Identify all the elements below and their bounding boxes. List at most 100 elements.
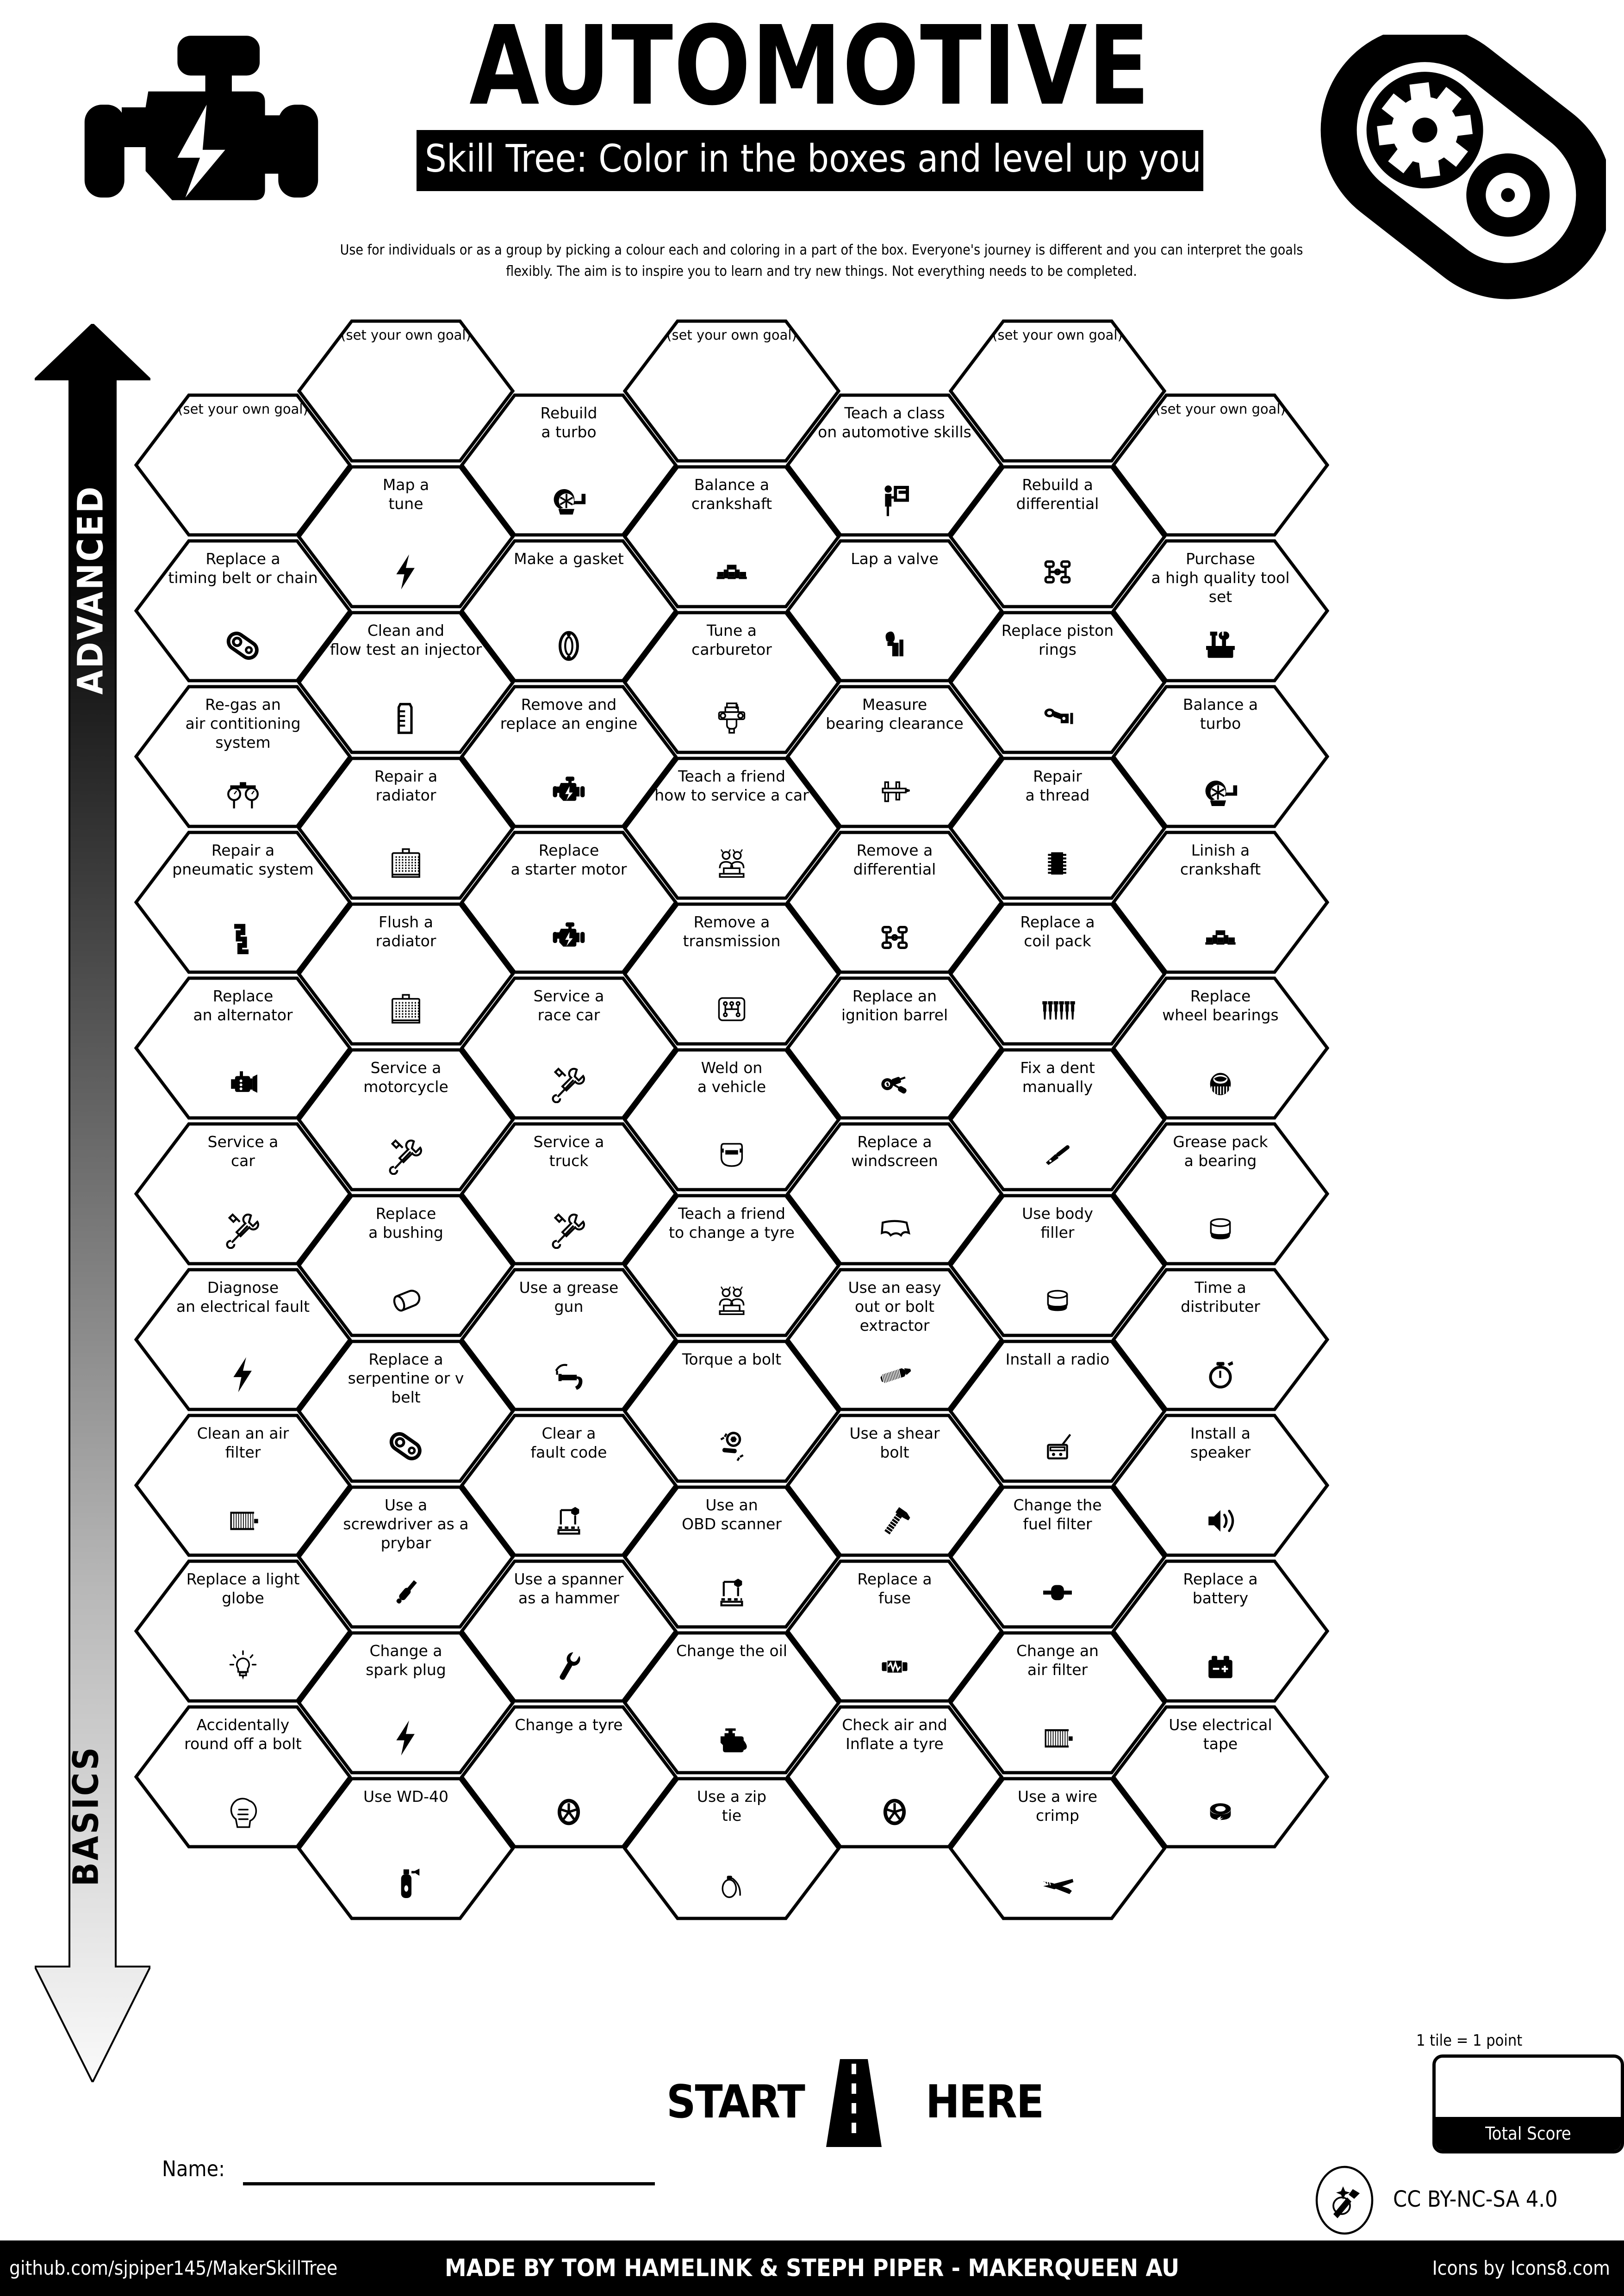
skill-tile[interactable]: Re-gas an air contitioning system bbox=[134, 685, 352, 828]
skill-tile[interactable]: Rebuild a differential bbox=[949, 465, 1166, 608]
caliper-icon bbox=[786, 771, 1003, 812]
skill-tile[interactable]: Measure bearing clearance bbox=[786, 685, 1003, 828]
skill-tile[interactable]: Grease pack a bearing bbox=[1112, 1122, 1329, 1266]
skill-tile[interactable]: Service a truck bbox=[460, 1122, 678, 1266]
skill-tile[interactable]: Lap a valve bbox=[786, 539, 1003, 683]
skill-tile[interactable]: Diagnose an electrical fault bbox=[134, 1268, 352, 1411]
skill-tile[interactable]: Teach a class on automotive skills bbox=[786, 393, 1003, 537]
skill-tile[interactable]: (set your own goal) bbox=[1112, 393, 1329, 537]
skill-tile[interactable]: Use a spanner as a hammer bbox=[460, 1559, 678, 1703]
skill-tile[interactable]: Use a screwdriver as a prybar bbox=[297, 1485, 515, 1629]
skill-tile[interactable]: Remove a differential bbox=[786, 831, 1003, 974]
skill-tile[interactable]: Map a tune bbox=[297, 465, 515, 608]
skill-tile[interactable]: Use an easy out or bolt extractor bbox=[786, 1268, 1003, 1411]
skill-tile[interactable]: Clear a fault code bbox=[460, 1414, 678, 1557]
skill-tile-label: Replace an alternator bbox=[193, 987, 293, 1024]
skill-tile[interactable]: Teach a friend to change a tyre bbox=[623, 1194, 840, 1337]
skill-tile[interactable]: Service a race car bbox=[460, 976, 678, 1120]
skill-tile[interactable]: Tune a carburetor bbox=[623, 611, 840, 754]
skill-tile[interactable]: Change an air filter bbox=[949, 1631, 1166, 1775]
skill-tile[interactable]: Change a tyre bbox=[460, 1705, 678, 1849]
skill-tile-label: Balance a crankshaft bbox=[691, 476, 772, 513]
skill-tile[interactable]: (set your own goal) bbox=[623, 319, 840, 463]
skill-tile[interactable]: Use a shear bolt bbox=[786, 1414, 1003, 1557]
wheel-icon bbox=[460, 1791, 678, 1832]
skill-tile[interactable]: Replace a fuse bbox=[786, 1559, 1003, 1703]
skill-tile[interactable]: Clean an air filter bbox=[134, 1414, 352, 1557]
skill-tile-label: (set your own goal) bbox=[1155, 401, 1286, 417]
skill-tile[interactable]: Check air and Inflate a tyre bbox=[786, 1705, 1003, 1849]
cc-tools-badge-icon bbox=[1310, 2166, 1379, 2235]
skill-tile[interactable]: Flush a radiator bbox=[297, 902, 515, 1046]
grease-gun-icon bbox=[460, 1354, 678, 1395]
skill-tile[interactable]: Change a spark plug bbox=[297, 1631, 515, 1775]
skill-tile[interactable]: Replace piston rings bbox=[949, 611, 1166, 754]
title-block: AUTOMOTIVE Skill Tree: Color in the boxe… bbox=[417, 9, 1203, 191]
name-field[interactable]: Name: bbox=[162, 2156, 671, 2189]
total-score-box[interactable]: Total Score bbox=[1432, 2054, 1624, 2153]
skill-tile[interactable]: Use a wire crimp bbox=[949, 1777, 1166, 1920]
skill-tile[interactable]: Use a zip tie bbox=[623, 1777, 840, 1920]
skill-tile[interactable]: Replace a coil pack bbox=[949, 902, 1166, 1046]
skill-tile[interactable]: Replace a windscreen bbox=[786, 1122, 1003, 1266]
filler-tub-icon bbox=[949, 1280, 1166, 1321]
skill-tile[interactable]: Make a gasket bbox=[460, 539, 678, 683]
name-input-line[interactable] bbox=[243, 2182, 655, 2185]
skill-tile[interactable]: Use WD-40 bbox=[297, 1777, 515, 1920]
skill-tile[interactable]: Use electrical tape bbox=[1112, 1705, 1329, 1849]
skill-tile[interactable]: Install a radio bbox=[949, 1340, 1166, 1483]
skill-tile[interactable]: Torque a bolt bbox=[623, 1340, 840, 1483]
skill-tile[interactable]: Replace a starter motor bbox=[460, 831, 678, 974]
skill-tile-label: (set your own goal) bbox=[666, 327, 797, 343]
skill-tile[interactable]: Replace a battery bbox=[1112, 1559, 1329, 1703]
skill-tile[interactable]: Weld on a vehicle bbox=[623, 1048, 840, 1191]
skill-tile[interactable]: Clean and flow test an injector bbox=[297, 611, 515, 754]
skill-tile[interactable]: Rebuild a turbo bbox=[460, 393, 678, 537]
skill-tile[interactable]: (set your own goal) bbox=[949, 319, 1166, 463]
skill-tile-label: Replace a fuse bbox=[857, 1570, 932, 1607]
skill-tile-label: Fix a dent manually bbox=[1020, 1059, 1095, 1096]
skill-tile[interactable]: Purchase a high quality tool set bbox=[1112, 539, 1329, 683]
start-label: START bbox=[666, 2076, 805, 2128]
skill-tile[interactable]: Replace an alternator bbox=[134, 976, 352, 1120]
skill-tile[interactable]: Service a motorcycle bbox=[297, 1048, 515, 1191]
obd-scanner-icon bbox=[623, 1571, 840, 1612]
skill-tile[interactable]: Remove and replace an engine bbox=[460, 685, 678, 828]
timing-belt-icon bbox=[297, 1426, 515, 1466]
skill-tile[interactable]: Balance a turbo bbox=[1112, 685, 1329, 828]
start-here-marker: START HERE bbox=[666, 2059, 1044, 2147]
skill-tile[interactable]: (set your own goal) bbox=[297, 319, 515, 463]
skill-tile[interactable]: Replace a serpentine or v belt bbox=[297, 1340, 515, 1483]
skill-tile[interactable]: Use a grease gun bbox=[460, 1268, 678, 1411]
skill-tile[interactable]: Install a speaker bbox=[1112, 1414, 1329, 1557]
skill-tile[interactable]: Teach a friend how to service a car bbox=[623, 757, 840, 900]
skill-tile-label: Check air and Inflate a tyre bbox=[842, 1716, 947, 1753]
skill-tile[interactable]: Replace wheel bearings bbox=[1112, 976, 1329, 1120]
check-engine-icon bbox=[460, 917, 678, 957]
skill-tile[interactable]: Change the fuel filter bbox=[949, 1485, 1166, 1629]
skill-tile[interactable]: Replace a bushing bbox=[297, 1194, 515, 1337]
skill-tile[interactable]: Balance a crankshaft bbox=[623, 465, 840, 608]
check-engine-icon bbox=[460, 771, 678, 812]
skill-tile-label: Repair a radiator bbox=[374, 767, 438, 804]
footer-github-link[interactable]: github.com/sjpiper145/MakerSkillTree bbox=[9, 2257, 338, 2279]
skill-tile[interactable]: Repair a thread bbox=[949, 757, 1166, 900]
skill-tile[interactable]: Remove a transmission bbox=[623, 902, 840, 1046]
skill-tile[interactable]: Replace an ignition barrel bbox=[786, 976, 1003, 1120]
skill-tile[interactable]: Use body filler bbox=[949, 1194, 1166, 1337]
skill-tile[interactable]: Service a car bbox=[134, 1122, 352, 1266]
skill-tile[interactable]: Replace a timing belt or chain bbox=[134, 539, 352, 683]
skill-tile[interactable]: Fix a dent manually bbox=[949, 1048, 1166, 1191]
teacher-icon bbox=[786, 479, 1003, 520]
skill-tile[interactable]: Accidentally round off a bolt bbox=[134, 1705, 352, 1849]
skill-tile[interactable]: (set your own goal) bbox=[134, 393, 352, 537]
skill-tile[interactable]: Repair a pneumatic system bbox=[134, 831, 352, 974]
skill-tile[interactable]: Linish a crankshaft bbox=[1112, 831, 1329, 974]
skill-tile[interactable]: Change the oil bbox=[623, 1631, 840, 1775]
skill-tile[interactable]: Use an OBD scanner bbox=[623, 1485, 840, 1629]
skill-tile[interactable]: Time a distributer bbox=[1112, 1268, 1329, 1411]
skill-tile[interactable]: Replace a light globe bbox=[134, 1559, 352, 1703]
skill-tile-label: Replace a battery bbox=[1183, 1570, 1258, 1607]
skill-tile[interactable]: Repair a radiator bbox=[297, 757, 515, 900]
skill-tile-label: Clear a fault code bbox=[530, 1424, 607, 1461]
